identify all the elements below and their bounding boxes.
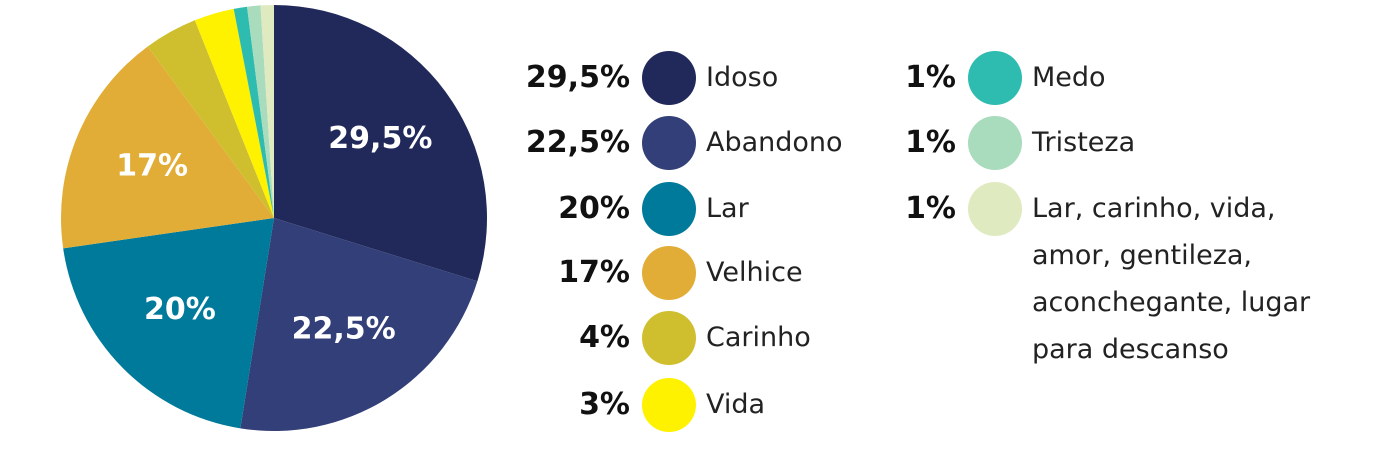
- legend-swatch: [642, 311, 696, 365]
- legend-item: 3% Vida: [500, 378, 906, 432]
- pie-slice: [147, 20, 274, 218]
- legend-value: 29,5%: [525, 60, 630, 95]
- pie: 29,5% 22,5% 20% 17%: [61, 5, 487, 431]
- pie-slice: [260, 5, 274, 218]
- legend-value: 3%: [579, 387, 630, 422]
- legend-item: 1% Tristeza: [860, 116, 1352, 170]
- legend-label: Medo: [1032, 62, 1106, 93]
- legend-value: 17%: [558, 255, 630, 290]
- legend-item: 4% Carinho: [500, 311, 906, 365]
- pie-slice: [194, 8, 274, 219]
- legend-swatch: [968, 182, 1022, 236]
- legend-label: Lar, carinho, vida, amor, gentileza, aco…: [1032, 193, 1311, 365]
- pie-slice: [233, 6, 274, 219]
- legend-swatch: [642, 182, 696, 236]
- legend-label: Velhice: [706, 257, 803, 288]
- legend-label: Lar: [706, 193, 749, 224]
- legend-swatch: [642, 246, 696, 300]
- pie-slice: [247, 5, 274, 219]
- legend-swatch: [968, 51, 1022, 105]
- legend-item: 22,5% Abandono: [500, 116, 906, 170]
- slice-label: 29,5%: [328, 121, 432, 156]
- legend-swatch: [642, 378, 696, 432]
- slice-label: 20%: [144, 292, 216, 327]
- pie-slice: [61, 46, 275, 249]
- legend-value: 1%: [905, 60, 956, 95]
- legend-value: 1%: [905, 125, 956, 160]
- slice-label: 17%: [116, 148, 188, 183]
- legend-item: 1% Medo: [860, 51, 1352, 105]
- legend-item: 29,5% Idoso: [500, 51, 906, 105]
- pie-slice: [274, 5, 487, 282]
- legend-item: 20% Lar: [500, 182, 906, 236]
- legend-value: 20%: [558, 191, 630, 226]
- legend-label: Vida: [706, 389, 766, 420]
- legend-label: Abandono: [706, 127, 843, 158]
- legend-swatch: [642, 116, 696, 170]
- legend-value: 1%: [905, 191, 956, 226]
- legend-label: Carinho: [706, 322, 811, 353]
- legend-swatch: [968, 116, 1022, 170]
- legend-value: 4%: [579, 320, 630, 355]
- legend-swatch: [642, 51, 696, 105]
- pie-slice: [63, 218, 275, 429]
- legend-item: 17% Velhice: [500, 246, 906, 300]
- pie-slice: [240, 218, 478, 431]
- legend-value: 22,5%: [525, 125, 630, 160]
- legend-item: 1% Lar, carinho, vida, amor, gentileza, a…: [860, 182, 1352, 373]
- legend-label: Idoso: [706, 62, 779, 93]
- slice-label: 22,5%: [292, 312, 396, 347]
- legend-label: Tristeza: [1032, 127, 1136, 158]
